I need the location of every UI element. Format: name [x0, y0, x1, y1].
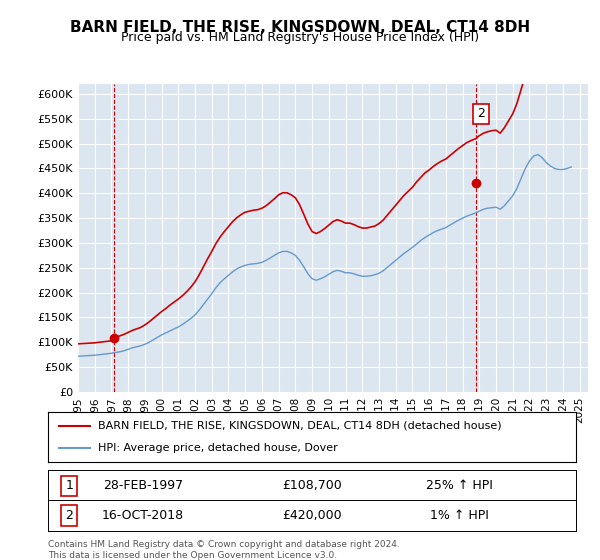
Text: Price paid vs. HM Land Registry's House Price Index (HPI): Price paid vs. HM Land Registry's House … — [121, 31, 479, 44]
Text: 1: 1 — [0, 559, 1, 560]
Text: 16-OCT-2018: 16-OCT-2018 — [102, 509, 184, 522]
Text: £420,000: £420,000 — [282, 509, 342, 522]
Text: 1: 1 — [65, 479, 73, 492]
Text: Contains HM Land Registry data © Crown copyright and database right 2024.
This d: Contains HM Land Registry data © Crown c… — [48, 540, 400, 560]
Text: 25% ↑ HPI: 25% ↑ HPI — [427, 479, 493, 492]
Text: BARN FIELD, THE RISE, KINGSDOWN, DEAL, CT14 8DH (detached house): BARN FIELD, THE RISE, KINGSDOWN, DEAL, C… — [98, 421, 502, 431]
Text: 1% ↑ HPI: 1% ↑ HPI — [430, 509, 489, 522]
Text: £108,700: £108,700 — [282, 479, 342, 492]
Text: 2: 2 — [65, 509, 73, 522]
Text: HPI: Average price, detached house, Dover: HPI: Average price, detached house, Dove… — [98, 443, 338, 453]
Text: 2: 2 — [477, 108, 485, 120]
Text: 28-FEB-1997: 28-FEB-1997 — [103, 479, 183, 492]
Text: BARN FIELD, THE RISE, KINGSDOWN, DEAL, CT14 8DH: BARN FIELD, THE RISE, KINGSDOWN, DEAL, C… — [70, 20, 530, 35]
